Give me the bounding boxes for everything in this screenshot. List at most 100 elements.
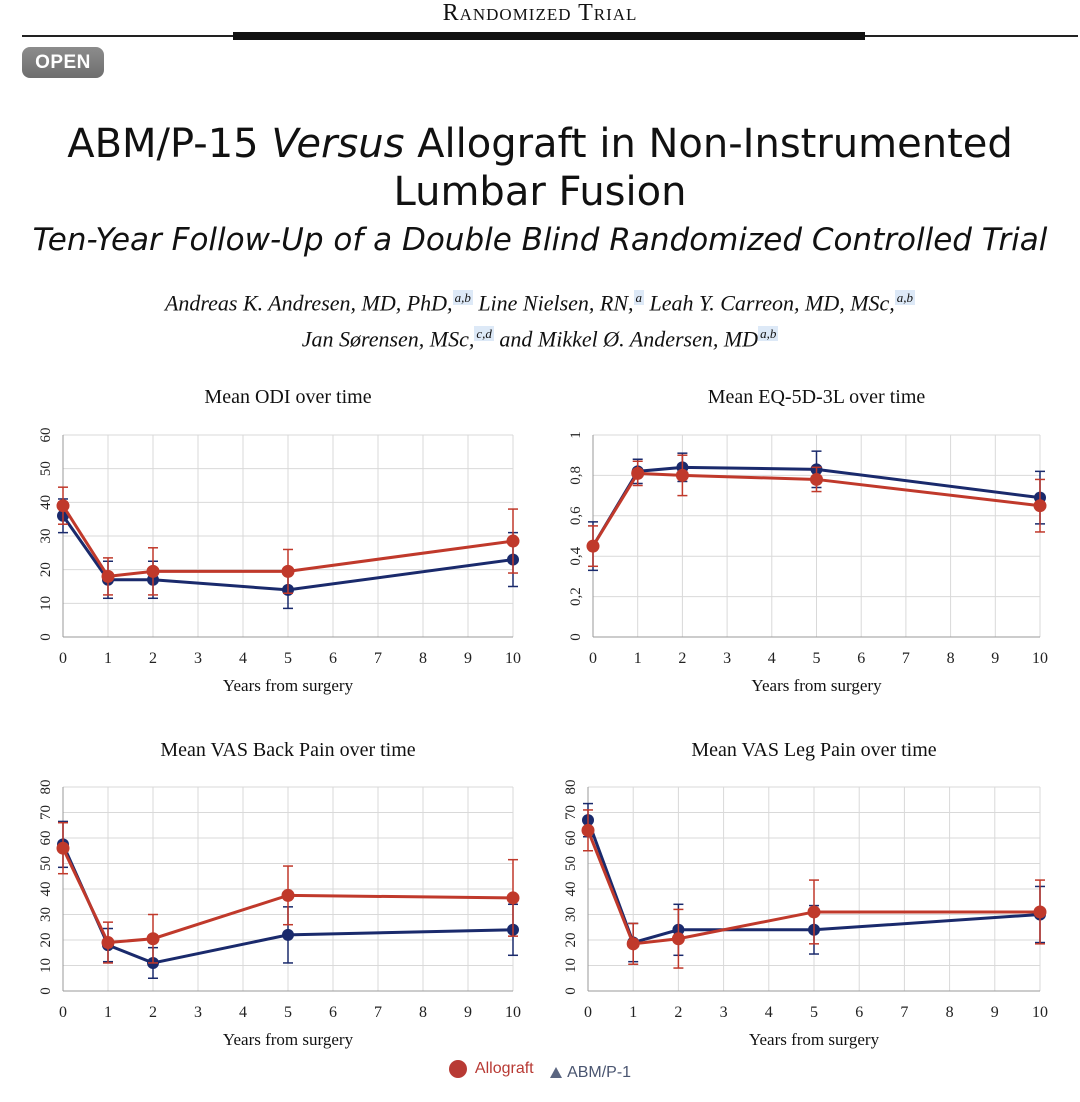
- affiliation-link[interactable]: a,b: [758, 326, 779, 342]
- x-tick-label: 3: [194, 1004, 202, 1021]
- x-tick-label: 6: [857, 650, 865, 667]
- affiliation-link[interactable]: a: [633, 290, 645, 305]
- data-point-allograft: [671, 932, 685, 946]
- y-tick-label: 0,8: [568, 466, 584, 485]
- x-tick-label: 4: [768, 650, 776, 667]
- x-tick-label: 6: [855, 1004, 863, 1021]
- x-tick-label: 3: [720, 1004, 728, 1021]
- x-tick-label: 7: [374, 650, 382, 667]
- data-point-allograft: [56, 499, 70, 513]
- affiliation-link[interactable]: a,b: [452, 290, 473, 305]
- x-tick-label: 6: [329, 650, 337, 667]
- x-tick-label: 8: [419, 650, 427, 667]
- x-tick-label: 9: [991, 1004, 999, 1021]
- legend-abm-label: ABM/P-1: [567, 1063, 632, 1081]
- author-name[interactable]: Jan Sørensen, MSc,: [301, 326, 475, 352]
- y-tick-label: 10: [38, 596, 54, 611]
- y-tick-label: 70: [38, 805, 54, 820]
- data-point-allograft: [101, 936, 115, 950]
- data-point-allograft: [56, 841, 70, 855]
- legend-allograft: Allograft: [448, 1060, 534, 1078]
- author-name[interactable]: and Mikkel Ø. Andersen, MD: [493, 326, 759, 352]
- y-tick-label: 50: [563, 856, 579, 871]
- data-point-allograft: [1033, 905, 1047, 919]
- x-tick-label: 8: [946, 1004, 954, 1021]
- data-point-allograft: [146, 564, 160, 578]
- chart-title: Mean VAS Leg Pain over time: [691, 739, 936, 761]
- x-tick-label: 2: [149, 1004, 157, 1021]
- y-tick-label: 0: [568, 633, 584, 641]
- open-access-badge: OPEN: [22, 47, 104, 78]
- y-tick-label: 30: [563, 907, 579, 922]
- section-header: Randomized Trial: [0, 0, 1080, 27]
- y-tick-label: 70: [563, 805, 579, 820]
- affiliation-link[interactable]: a,b: [894, 290, 916, 305]
- x-axis-label: Years from surgery: [223, 676, 354, 695]
- x-tick-label: 0: [589, 650, 597, 667]
- y-tick-label: 20: [38, 562, 54, 577]
- x-tick-label: 7: [900, 1004, 908, 1021]
- x-tick-label: 9: [464, 1004, 472, 1021]
- x-tick-label: 1: [104, 1004, 112, 1021]
- y-tick-label: 40: [38, 882, 54, 897]
- section-header-text: Randomized Trial: [442, 0, 638, 26]
- data-point-allograft: [810, 472, 823, 486]
- x-axis-label: Years from surgery: [223, 1030, 354, 1049]
- data-point-abm: [282, 928, 294, 941]
- author-line-2: Jan Sørensen, MSc, c,d and Mikkel Ø. Ande…: [0, 318, 1080, 354]
- data-point-allograft: [101, 569, 115, 583]
- y-tick-label: 80: [563, 780, 579, 795]
- data-point-allograft: [1033, 499, 1047, 513]
- data-point-allograft: [581, 823, 595, 837]
- y-tick-label: 10: [38, 958, 54, 973]
- x-tick-label: 9: [464, 650, 472, 667]
- x-tick-label: 0: [59, 1004, 67, 1021]
- x-tick-label: 8: [947, 650, 955, 667]
- x-tick-label: 10: [505, 1004, 521, 1021]
- x-tick-label: 1: [634, 650, 642, 667]
- x-tick-label: 0: [584, 1004, 592, 1021]
- data-point-allograft: [146, 932, 160, 946]
- x-tick-label: 2: [149, 650, 157, 667]
- y-tick-label: 10: [563, 958, 579, 973]
- legend-abm: ABM/P-1: [550, 1064, 631, 1082]
- x-tick-label: 1: [629, 1004, 637, 1021]
- chart-legend: Allograft ABM/P-1: [0, 1060, 1080, 1083]
- y-tick-label: 30: [38, 529, 54, 544]
- x-tick-label: 4: [765, 1004, 773, 1021]
- x-tick-label: 6: [329, 1004, 337, 1021]
- x-tick-label: 10: [1032, 650, 1048, 667]
- y-tick-label: 60: [38, 831, 54, 846]
- article-subtitle: Ten-Year Follow-Up of a Double Blind Ran…: [32, 222, 1048, 258]
- y-tick-label: 0: [563, 987, 579, 995]
- y-tick-label: 0,2: [568, 587, 584, 606]
- author-name[interactable]: Andreas K. Andresen, MD, PhD,: [164, 290, 453, 316]
- affiliation-link[interactable]: c,d: [474, 326, 494, 342]
- y-tick-label: 40: [38, 495, 54, 510]
- x-tick-label: 9: [991, 650, 999, 667]
- x-tick-label: 5: [284, 1004, 292, 1021]
- x-tick-label: 2: [674, 1004, 682, 1021]
- x-tick-label: 1: [104, 650, 112, 667]
- chart-title: Mean EQ-5D-3L over time: [708, 386, 926, 408]
- author-name[interactable]: Leah Y. Carreon, MD, MSc,: [644, 290, 895, 316]
- y-tick-label: 50: [38, 461, 54, 476]
- x-tick-label: 2: [678, 650, 686, 667]
- y-tick-label: 0: [38, 987, 54, 995]
- chart-title: Mean VAS Back Pain over time: [160, 739, 415, 761]
- x-tick-label: 3: [194, 650, 202, 667]
- author-name[interactable]: Line Nielsen, RN,: [472, 290, 634, 316]
- x-tick-label: 5: [813, 650, 821, 667]
- y-tick-label: 0,6: [568, 506, 584, 525]
- title-part-2: Allograft in Non-Instrumented Lumbar Fus…: [393, 121, 1013, 215]
- y-tick-label: 20: [38, 933, 54, 948]
- x-axis-label: Years from surgery: [751, 676, 882, 695]
- x-tick-label: 10: [505, 650, 521, 667]
- y-tick-label: 60: [38, 428, 54, 443]
- x-tick-label: 0: [59, 650, 67, 667]
- title-italic: Versus: [271, 121, 405, 167]
- legend-allograft-label: Allograft: [474, 1060, 534, 1077]
- article-title: ABM/P-15 Versus Allograft in Non-Instrum…: [0, 120, 1080, 216]
- data-point-allograft: [586, 539, 600, 553]
